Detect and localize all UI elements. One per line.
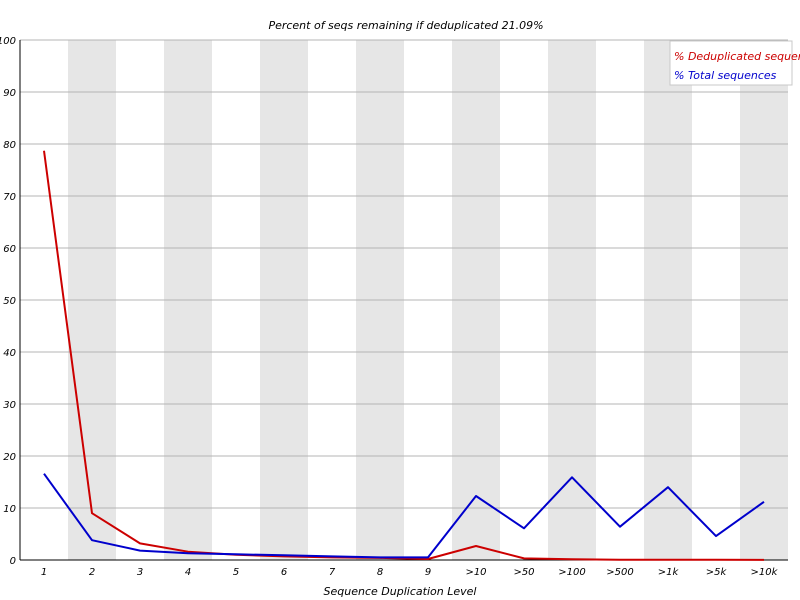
y-tick-label: 70 (3, 192, 16, 203)
chart-title: Percent of seqs remaining if deduplicate… (268, 19, 543, 32)
legend-entry-deduplicated: % Deduplicated sequences (674, 50, 800, 63)
y-tick-label: 90 (3, 88, 16, 99)
y-tick-label: 80 (3, 140, 16, 151)
series-line-total (43, 473, 765, 559)
legend-entry-total: % Total sequences (674, 69, 777, 82)
x-tick-label: >50 (513, 567, 534, 578)
x-tick-label: >10 (465, 567, 486, 578)
x-axis-label: Sequence Duplication Level (324, 585, 477, 598)
y-tick-label: 60 (3, 244, 16, 255)
y-tick-labels: 0 10 20 30 40 50 60 70 80 90 100 (0, 36, 16, 567)
x-tick-label: >1k (658, 567, 680, 578)
y-tick-label: 30 (3, 400, 16, 411)
x-tick-label: >500 (606, 567, 633, 578)
x-tick-labels: 1 2 3 4 5 6 7 8 9 >10 >50 >100 >500 >1k >5k >10k (41, 567, 779, 578)
legend: % Deduplicated sequences % Total sequenc… (669, 40, 800, 86)
y-tick-label: 10 (3, 504, 16, 515)
x-tick-label: 2 (89, 567, 95, 578)
y-tick-label: 0 (10, 556, 16, 567)
x-tick-label: 5 (233, 567, 239, 578)
series-line-deduplicated (43, 150, 765, 561)
x-tick-label: >100 (558, 567, 585, 578)
legend-box (669, 40, 793, 86)
x-tick-label: 9 (425, 567, 431, 578)
y-tick-label: 20 (3, 452, 16, 463)
y-tick-label: 40 (3, 348, 16, 359)
x-tick-label: 7 (329, 567, 336, 578)
x-tick-label: 8 (377, 567, 383, 578)
x-tick-label: 6 (281, 567, 287, 578)
x-tick-label: 4 (185, 567, 191, 578)
x-tick-label: 1 (41, 567, 47, 578)
x-tick-label: 3 (137, 567, 143, 578)
series-lines (43, 150, 765, 561)
x-tick-label: >5k (706, 567, 728, 578)
x-tick-label: >10k (751, 567, 779, 578)
y-tick-label: 50 (3, 296, 16, 307)
y-tick-label: 100 (0, 36, 16, 47)
